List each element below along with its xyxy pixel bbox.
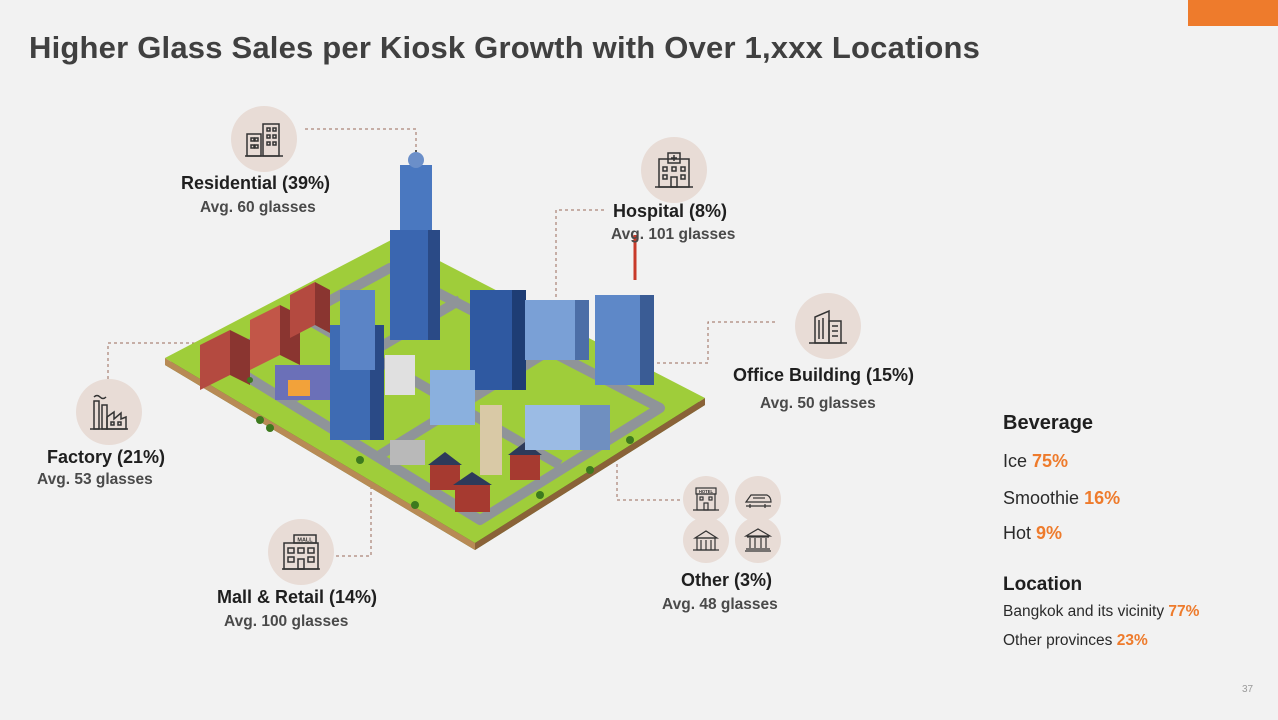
page-number: 37 [1242,684,1254,695]
residential-icon-circle [231,106,297,172]
factory-icon-circle [76,379,142,445]
mid-buildings [330,235,654,440]
beverage-pct: 75% [1032,451,1069,471]
mall-label: Mall & Retail (14%) [217,587,378,607]
beverage-name: Smoothie [1003,488,1080,508]
mall-icon: MALL [282,534,320,570]
mall-block [275,365,330,400]
office-label: Office Building (15%) [733,365,915,385]
hospital-avg: Avg. 101 glasses [611,226,736,243]
other-icon-circle-2 [735,476,781,522]
other-icon-circle-4 [735,517,781,563]
office-building-icon [809,309,847,344]
other-avg: Avg. 48 glasses [662,596,778,613]
location-name: Other provinces [1003,632,1113,649]
beverage-pct: 16% [1084,488,1121,508]
hospital-icon-circle [641,137,707,203]
location-row-bangkok: Bangkok and its vicinity 77% [1003,603,1199,621]
beverage-row-hot: Hot 9% [1003,523,1062,544]
factory-label: Factory (21%) [47,447,166,467]
hospital-icon [655,152,693,188]
location-name: Bangkok and its vicinity [1003,603,1165,620]
other-icon-circle-3 [683,517,729,563]
page-title: Higher Glass Sales per Kiosk Growth with… [29,30,981,65]
mall-icon-circle: MALL [268,519,334,585]
temple-icon [692,530,720,551]
location-heading: Location [1003,574,1083,595]
train-icon [744,494,772,508]
residential-blocks [200,282,330,390]
office-avg: Avg. 50 glasses [760,395,876,412]
mall-sign-text: MALL [297,538,313,544]
beverage-heading: Beverage [1003,412,1094,434]
factory-icon [90,394,128,430]
office-icon-circle [795,293,861,359]
beverage-name: Hot [1003,523,1032,543]
hospital-block [525,405,610,450]
hotel-sign-text: HOTEL [699,489,714,494]
hotel-icon: HOTEL [693,487,719,511]
beverage-name: Ice [1003,451,1028,471]
location-pct: 23% [1116,632,1148,649]
other-label: Other (3%) [681,570,773,590]
accent-bar [1188,0,1278,26]
location-row-other: Other provinces 23% [1003,632,1148,650]
other-icon-circle-1: HOTEL [683,476,729,522]
hospital-label: Hospital (8%) [613,201,728,221]
tall-tower [390,150,440,340]
city-illustration [165,150,705,550]
residential-label: Residential (39%) [181,173,331,193]
location-pct: 77% [1168,603,1200,620]
residential-buildings-icon [245,123,283,157]
government-building-icon [743,528,773,552]
mall-avg: Avg. 100 glasses [224,613,349,630]
residential-avg: Avg. 60 glasses [200,199,316,216]
factory-avg: Avg. 53 glasses [37,471,153,488]
beverage-pct: 9% [1036,523,1063,543]
beverage-row-smoothie: Smoothie 16% [1003,488,1120,509]
beverage-row-ice: Ice 75% [1003,451,1068,472]
houses [390,405,542,512]
